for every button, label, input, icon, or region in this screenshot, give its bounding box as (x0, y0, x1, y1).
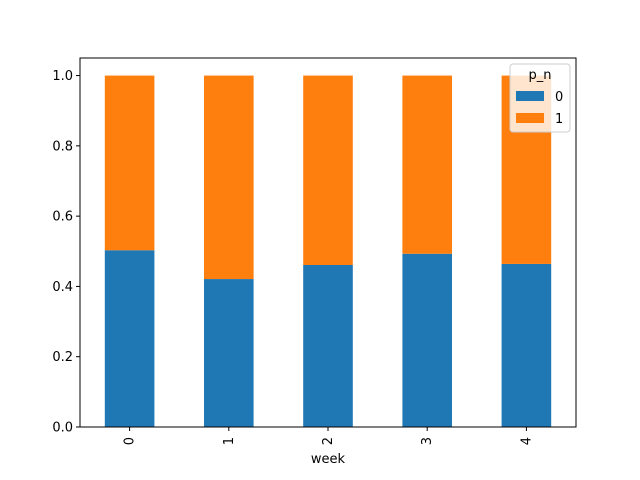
plot-frame (79, 57, 577, 428)
x-tick-label: 1 (222, 437, 237, 445)
y-tick-label: 0.2 (52, 350, 73, 365)
x-axis-label: week (311, 452, 346, 467)
y-tick-label: 1.0 (52, 69, 73, 84)
x-tick-label: 0 (123, 437, 138, 445)
bar-week-0-pn-0 (104, 250, 155, 427)
bar-week-1-pn-1 (204, 75, 254, 280)
legend-label-0: 0 (555, 90, 563, 105)
y-tick-label: 0.0 (52, 421, 73, 436)
y-tick-label: 0.8 (52, 139, 73, 154)
bar-week-3-pn-1 (402, 75, 452, 254)
x-tick-label: 3 (420, 437, 435, 445)
bar-week-4-pn-0 (501, 263, 552, 427)
legend-title: p_n (529, 68, 552, 83)
bars-group (104, 75, 552, 427)
legend-label-1: 1 (555, 112, 563, 127)
y-axis: 0.0 0.2 0.4 0.6 0.8 1.0 (52, 69, 80, 436)
x-tick-label: 4 (519, 437, 534, 445)
y-tick-label: 0.6 (52, 210, 73, 225)
bar-week-1-pn-0 (204, 279, 254, 427)
legend: p_n 0 1 (509, 63, 571, 133)
bar-week-2-pn-0 (303, 264, 353, 427)
legend-swatch-1 (516, 113, 544, 123)
legend-swatch-0 (516, 91, 544, 101)
y-tick-label: 0.4 (52, 280, 73, 295)
bar-week-0-pn-1 (104, 75, 155, 251)
x-tick-label: 2 (321, 437, 336, 445)
bar-week-2-pn-1 (303, 75, 353, 265)
x-axis: 0 1 2 3 4 (123, 427, 534, 445)
bar-week-3-pn-0 (402, 253, 452, 427)
